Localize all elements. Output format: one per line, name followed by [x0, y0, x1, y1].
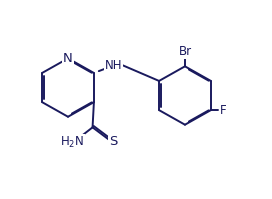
Text: NH: NH — [105, 59, 122, 72]
Text: F: F — [220, 104, 226, 117]
Text: S: S — [109, 136, 118, 148]
Text: Br: Br — [178, 45, 191, 58]
Text: N: N — [63, 52, 73, 65]
Text: H$_2$N: H$_2$N — [60, 135, 84, 150]
